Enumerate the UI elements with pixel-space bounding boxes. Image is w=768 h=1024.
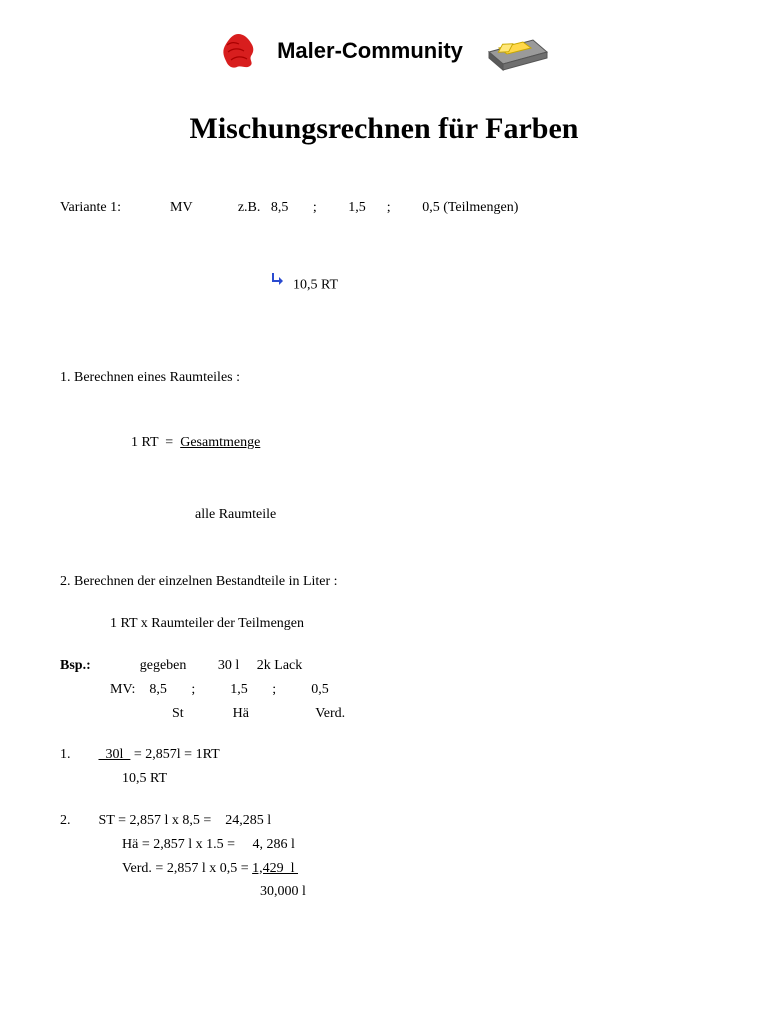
step1-equation: 1 RT = Gesamtmenge (60, 408, 708, 479)
calc2-verd-left: Verd. = 2,857 l x 0,5 = (122, 861, 252, 876)
bsp-mv-vals: 8,5 ; 1,5 ; 0,5 (149, 682, 328, 697)
calc2-num: 2. (60, 813, 71, 828)
sep-1: ; (313, 200, 317, 215)
bsp-given: gegeben (140, 658, 187, 673)
calc1-rest: = 2,857l = 1RT (130, 747, 219, 762)
paint-tray-icon (481, 30, 551, 72)
bsp-line1: Bsp.: gegeben 30 l 2k Lack (60, 654, 708, 678)
sum-value: 10,5 RT (293, 277, 338, 292)
document-body: Variante 1: MV z.B. 8,5 ; 1,5 ; 0,5 (Tei… (60, 196, 708, 904)
calc2-line1: 2. ST = 2,857 l x 8,5 = 24,285 l (60, 809, 708, 833)
val-1: 8,5 (271, 200, 289, 215)
step2-heading: 2. Berechnen der einzelnen Bestandteile … (60, 570, 708, 594)
calc2-st: ST = 2,857 l x 8,5 = 24,285 l (99, 813, 272, 828)
zb-label: z.B. (238, 200, 261, 215)
brand-name: Maler-Community (277, 38, 463, 64)
calc2-total: 30,000 l (260, 884, 306, 899)
calc1-denominator: 10,5 RT (122, 771, 167, 786)
teilmengen-label: (Teilmengen) (443, 200, 518, 215)
step1-left: 1 RT = (131, 435, 173, 450)
step2-line: 1 RT x Raumteiler der Teilmengen (60, 612, 708, 636)
step1-heading: 1. Berechnen eines Raumteiles : (60, 366, 708, 390)
sum-line: 10,5 RT (60, 224, 708, 346)
calc2-line2: Hä = 2,857 l x 1.5 = 4, 286 l (60, 833, 708, 857)
return-arrow-icon (241, 248, 287, 322)
bsp-line2: MV: 8,5 ; 1,5 ; 0,5 (60, 678, 708, 702)
bsp-mv-label: MV: (110, 682, 135, 697)
bsp-line3: St Hä Verd. (60, 702, 708, 726)
page-header: Maler-Community (60, 30, 708, 72)
mv-label: MV (170, 200, 192, 215)
step1-numerator: Gesamtmenge (180, 435, 260, 450)
variante-label: Variante 1: (60, 200, 121, 215)
document-page: Maler-Community Mischungsrechnen für Far… (0, 0, 768, 1024)
calc1-num: 1. (60, 747, 71, 762)
step1-denominator: alle Raumteile (195, 507, 276, 522)
calc2-line4: 30,000 l (60, 880, 708, 904)
bsp-given-val: 30 l 2k Lack (218, 658, 302, 673)
calc1-line1: 1. 30l = 2,857l = 1RT (60, 743, 708, 767)
calc1-line2: 10,5 RT (60, 767, 708, 791)
val-2: 1,5 (348, 200, 366, 215)
calc2-ha: Hä = 2,857 l x 1.5 = 4, 286 l (122, 837, 295, 852)
document-title: Mischungsrechnen für Farben (60, 112, 708, 146)
calc1-numerator: 30l (99, 747, 131, 762)
bsp-mv-labels: St Hä Verd. (172, 706, 345, 721)
bsp-label: Bsp.: (60, 658, 91, 673)
val-3: 0,5 (422, 200, 440, 215)
calc2-verd-under: 1,429 l (252, 861, 298, 876)
paint-splash-icon (217, 30, 259, 72)
calc2-line3: Verd. = 2,857 l x 0,5 = 1,429 l (60, 857, 708, 881)
step1-denominator-row: alle Raumteile (60, 479, 708, 550)
variante-line: Variante 1: MV z.B. 8,5 ; 1,5 ; 0,5 (Tei… (60, 196, 708, 220)
sep-2: ; (387, 200, 391, 215)
